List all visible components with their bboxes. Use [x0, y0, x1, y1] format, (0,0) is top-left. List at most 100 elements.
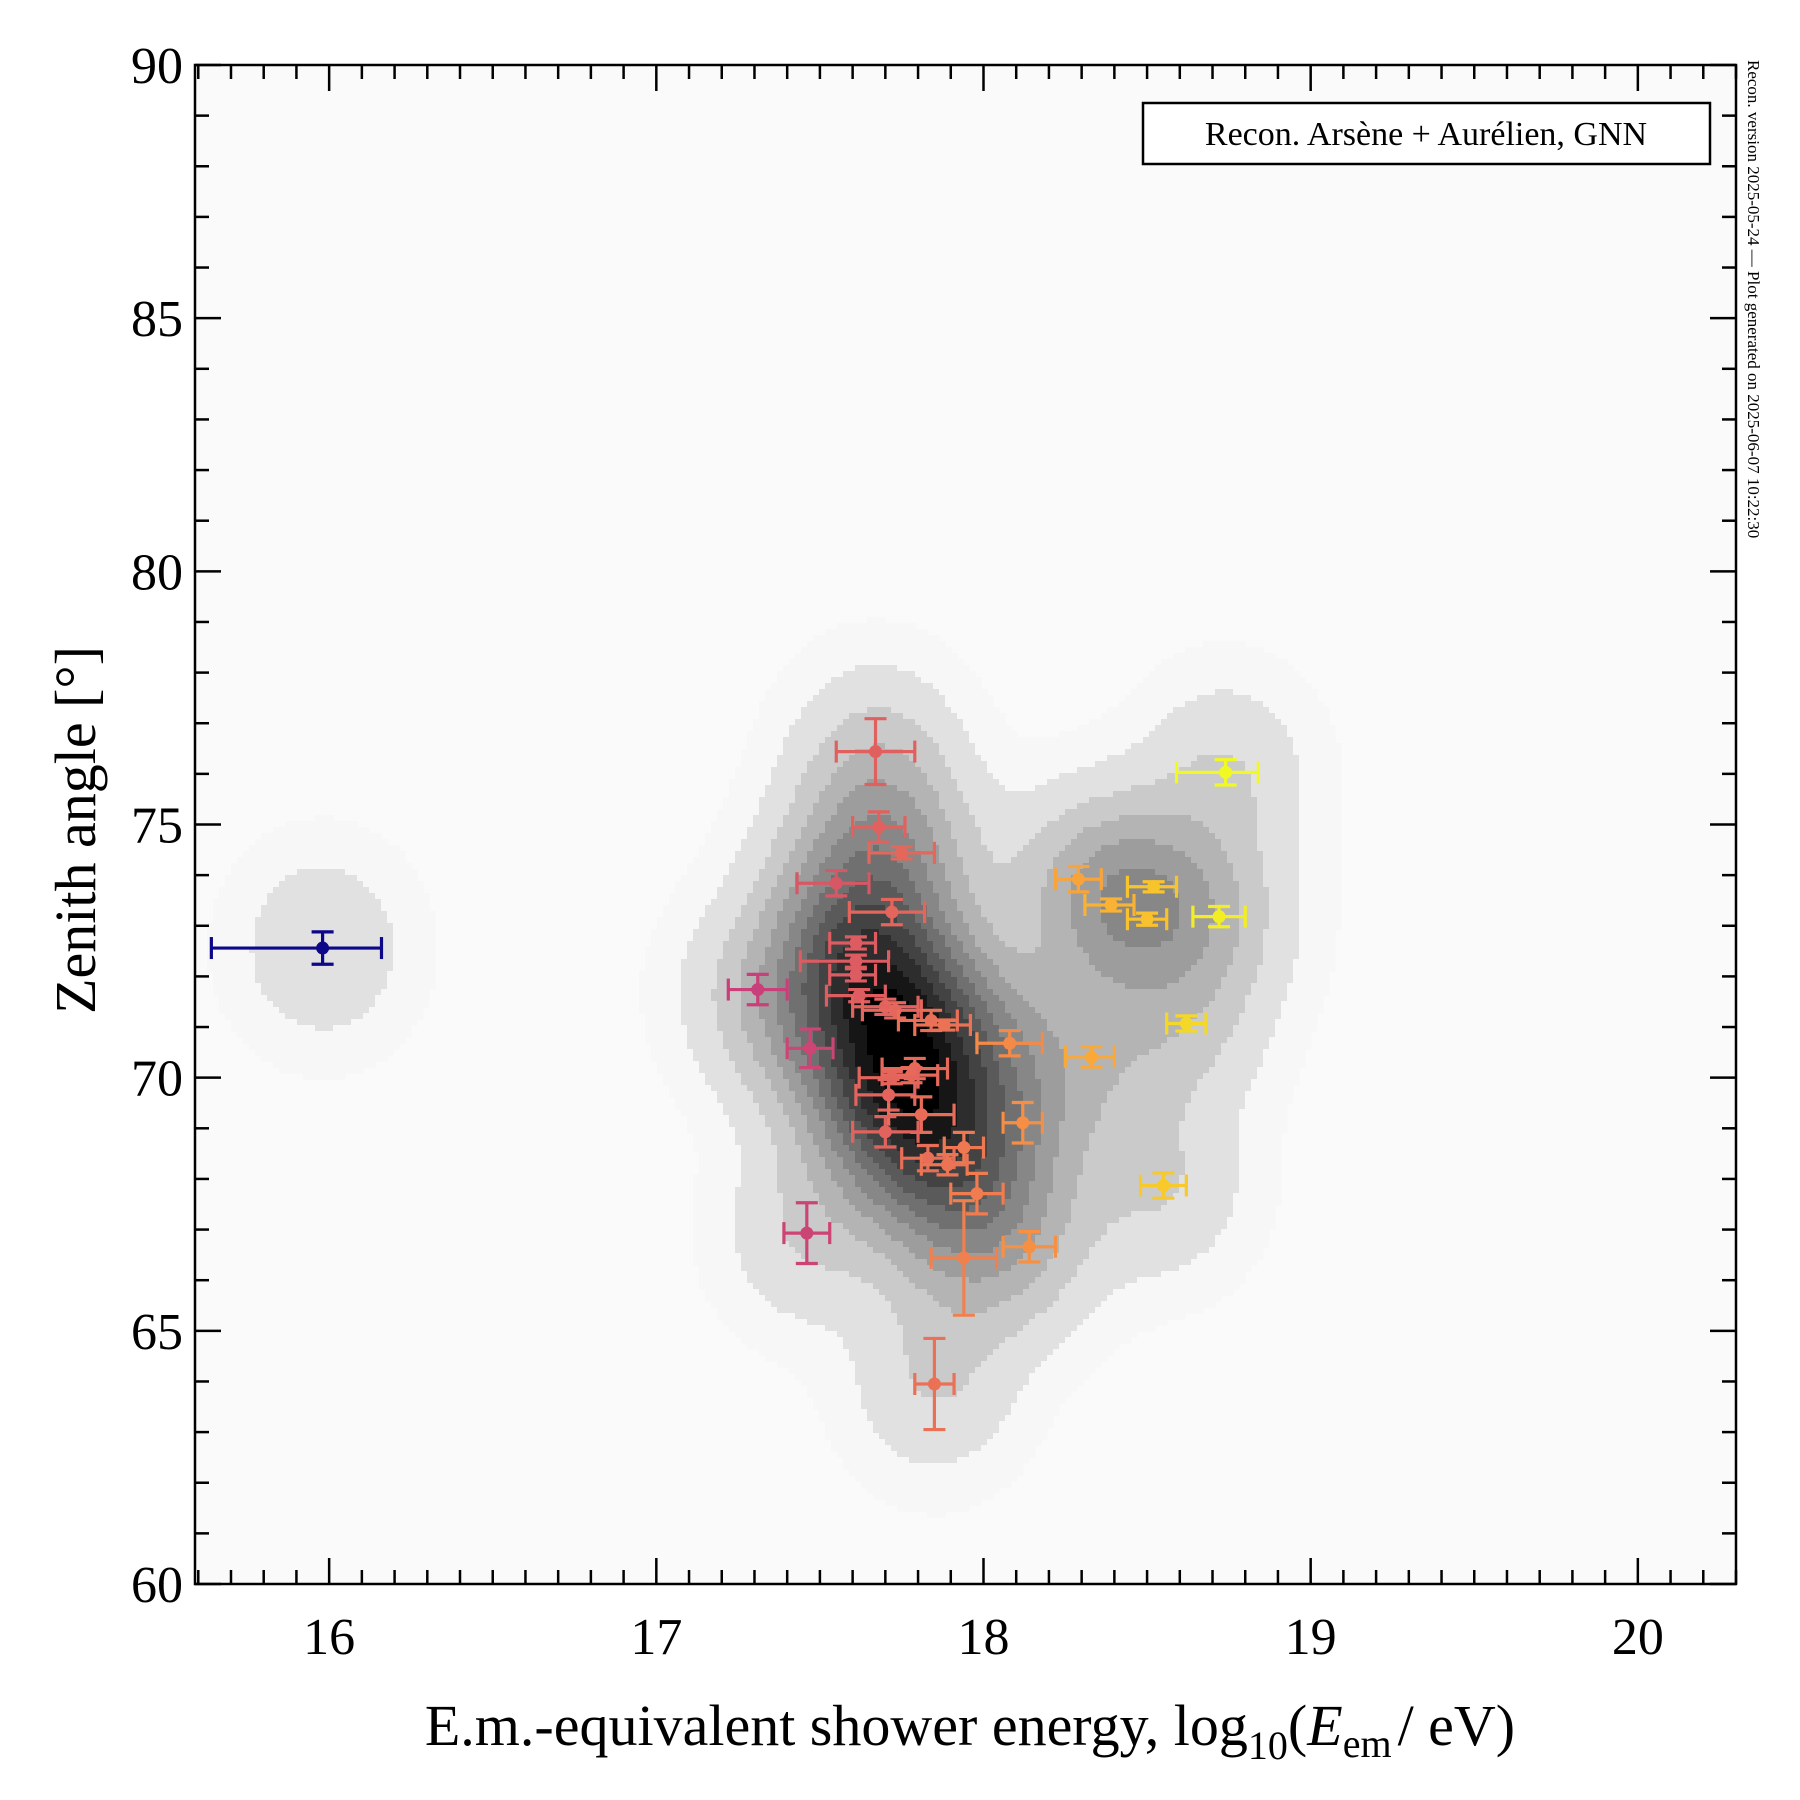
density-band [771, 941, 784, 948]
density-band [705, 833, 748, 840]
density-band [951, 881, 970, 888]
density-band [1023, 1115, 1042, 1122]
density-band [873, 1061, 940, 1068]
density-band [885, 1499, 982, 1506]
density-band [1299, 923, 1342, 930]
density-band [807, 1001, 820, 1008]
density-band [645, 1025, 688, 1032]
density-band [903, 923, 922, 930]
density-band [1047, 1025, 1186, 1032]
density-band [897, 965, 922, 972]
density-band [951, 953, 970, 960]
density-band [855, 1157, 874, 1164]
density-band [1017, 1025, 1048, 1032]
density-band [771, 935, 790, 942]
density-band [915, 761, 946, 768]
density-band [969, 1019, 982, 1026]
density-band [1263, 875, 1300, 882]
density-band [1287, 983, 1330, 990]
density-band [825, 1421, 874, 1428]
density-band [1083, 1169, 1186, 1176]
density-band [837, 1067, 850, 1074]
data-point [887, 1095, 956, 1134]
density-band [987, 1079, 1000, 1086]
density-band [777, 1001, 790, 1008]
density-band [885, 1133, 904, 1140]
density-band [687, 953, 724, 960]
density-band [807, 1007, 820, 1014]
density-band [891, 1235, 928, 1242]
legend-box [1141, 101, 1712, 166]
density-band [981, 1019, 994, 1026]
density-band [1167, 773, 1252, 780]
density-band [1023, 1205, 1048, 1212]
density-band [1065, 1091, 1108, 1098]
density-band [1095, 1307, 1204, 1314]
density-band [903, 1271, 946, 1278]
density-band [1023, 1145, 1036, 1152]
density-band [1071, 839, 1120, 846]
density-band [927, 815, 946, 822]
density-band [825, 1067, 838, 1074]
density-band [753, 821, 784, 828]
density-band [1011, 1181, 1030, 1188]
density-band [855, 1049, 868, 1056]
density-band [891, 1121, 958, 1128]
density-band [729, 929, 754, 936]
density-band [1263, 947, 1300, 954]
density-band [831, 905, 856, 912]
density-band [1113, 791, 1252, 798]
density-band [813, 695, 946, 702]
density-band [711, 995, 742, 1002]
density-band [885, 1085, 940, 1092]
density-band [1233, 1031, 1276, 1038]
density-band [771, 1085, 790, 1092]
density-band [831, 677, 922, 684]
density-band [927, 977, 940, 984]
density-band [1185, 1151, 1240, 1158]
density-band [717, 971, 742, 978]
density-band [783, 863, 802, 870]
density-band [1119, 1073, 1204, 1080]
density-band [915, 941, 934, 948]
density-band [1239, 887, 1270, 894]
density-band [951, 1055, 970, 1062]
density-band [831, 1439, 886, 1446]
density-band [825, 737, 934, 744]
density-band [1239, 1187, 1282, 1194]
density-band [975, 815, 1060, 822]
density-band [801, 983, 820, 990]
density-band [255, 977, 388, 984]
density-band [831, 929, 862, 936]
density-band [1017, 989, 1216, 996]
density-band [1023, 1127, 1042, 1134]
x-axis-title-open: ( [1288, 1693, 1307, 1758]
density-band [1257, 1067, 1300, 1074]
density-band [729, 785, 766, 792]
density-band [1233, 959, 1264, 966]
density-band [999, 1427, 1048, 1434]
density-band [1257, 971, 1294, 978]
density-band [831, 731, 928, 738]
density-band [963, 1043, 976, 1050]
density-band [819, 1055, 832, 1062]
density-band [975, 899, 1042, 906]
data-point [1191, 904, 1247, 929]
density-band [1227, 971, 1258, 978]
density-band [843, 1157, 856, 1164]
density-band [903, 863, 928, 870]
data-point [834, 717, 917, 787]
density-band [735, 857, 766, 864]
density-band [1005, 977, 1114, 984]
density-band [951, 971, 964, 978]
density-band [1209, 1001, 1246, 1008]
density-band [819, 1079, 832, 1086]
density-band [927, 821, 952, 828]
x-tick-label: 16 [303, 1609, 355, 1666]
density-band [1059, 1133, 1090, 1140]
density-band [783, 899, 802, 906]
density-band [693, 1235, 736, 1242]
density-band [1299, 827, 1342, 834]
data-point [828, 963, 878, 986]
density-band [729, 935, 754, 942]
